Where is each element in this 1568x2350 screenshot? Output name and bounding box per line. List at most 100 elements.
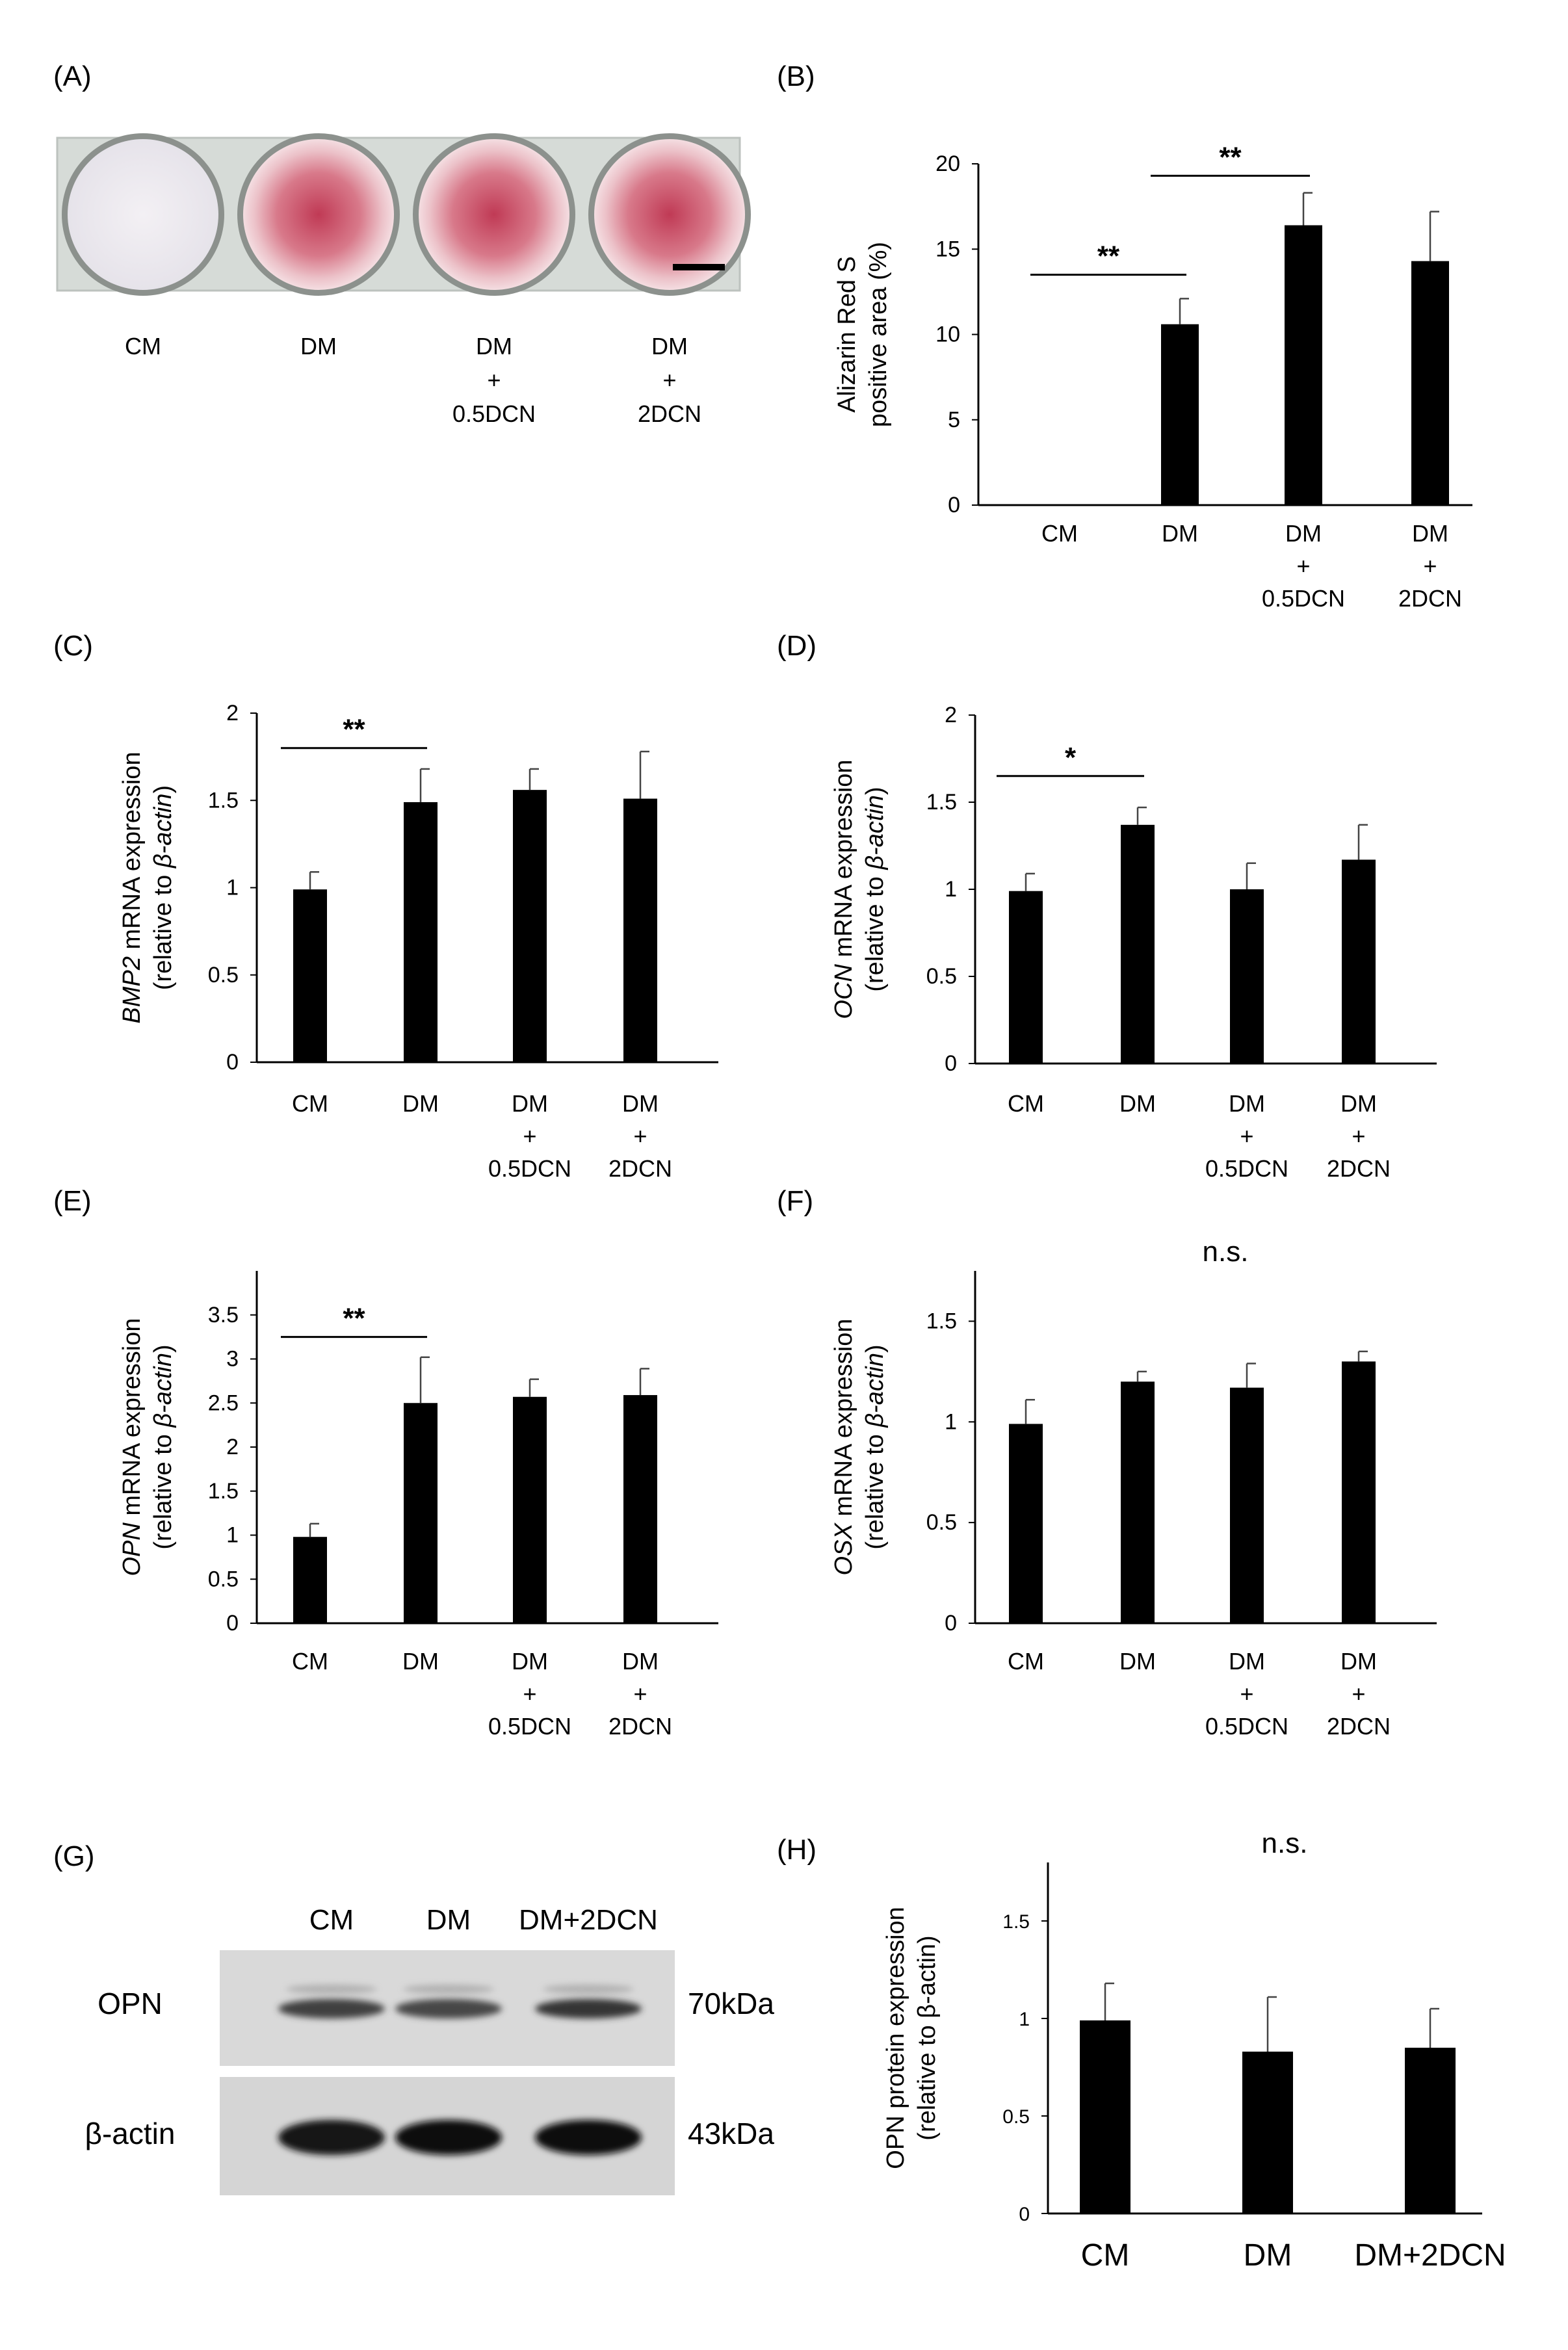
y-tick-label: 1.5 — [208, 1479, 239, 1504]
y-tick-label: 0.5 — [208, 1567, 239, 1591]
panel-d-chart: (D) 0 0.5 1 1.5 2 CM DM DM +0.5DCN DM +2DCN * OCN mRN… — [777, 630, 1437, 1182]
blot-lane-label: DM+2DCN — [519, 1904, 658, 1936]
y-axis-label-line: Alizarin Red S — [833, 256, 861, 413]
well-label-text: 2DCN — [638, 400, 701, 427]
bar — [1161, 324, 1199, 505]
x-tick-label: DM — [1244, 2238, 1292, 2273]
x-tick-label: CM — [292, 1648, 328, 1675]
bar — [1285, 225, 1322, 505]
x-tick-label: + — [1423, 553, 1437, 579]
x-tick-label: DM — [402, 1648, 439, 1675]
y-axis-label-line: (relative to β-actin) — [150, 1344, 177, 1549]
y-axis-label-segment: (relative to — [861, 1428, 889, 1550]
y-axis-label: OPN protein expression (relative to β-act… — [882, 1907, 941, 2169]
x-tick-label: DM — [402, 1090, 439, 1117]
y-tick-label: 0 — [1019, 2204, 1030, 2225]
x-tick-label: DM — [1119, 1648, 1156, 1675]
y-axis-label: BMP2 mRNA expression (relative to β-actin… — [118, 751, 177, 1023]
x-tick-label: + — [1352, 1680, 1365, 1707]
y-tick-label: 0 — [945, 1611, 957, 1636]
y-axis-label-segment: OCN — [830, 964, 857, 1019]
x-tick-label: DM — [1162, 520, 1198, 547]
y-axis-label-segment: (relative to β-actin) — [913, 1935, 941, 2140]
y-tick-label: 0.5 — [208, 963, 239, 987]
blot-row-size: 43kDa — [688, 2117, 774, 2150]
y-axis-label-segment: mRNA expression — [118, 1318, 146, 1522]
y-axis-label: OCN mRNA expression (relative to β-actin) — [830, 759, 889, 1019]
panel-e-letter: (E) — [53, 1185, 92, 1217]
x-tick-label: DM — [1340, 1648, 1377, 1675]
x-tick-label: DM — [1412, 520, 1448, 547]
scale-bar — [673, 264, 725, 270]
x-tick-label: 0.5DCN — [1205, 1713, 1288, 1740]
panel-h-letter: (H) — [777, 1834, 817, 1866]
x-tick-label: + — [523, 1680, 536, 1707]
y-tick-label: 0.5 — [926, 1510, 957, 1535]
x-tick-label: DM — [1340, 1090, 1377, 1117]
x-tick-label: 2DCN — [1327, 1713, 1391, 1740]
bar — [293, 1537, 327, 1623]
bar — [513, 790, 547, 1062]
y-axis-label-segment: BMP2 — [118, 956, 146, 1023]
x-tick-label: DM — [512, 1648, 548, 1675]
y-tick-label: 1 — [1019, 2009, 1030, 2030]
bar — [1230, 889, 1264, 1064]
y-axis-label-segment: mRNA expression — [830, 1319, 857, 1524]
blot-band — [278, 2120, 385, 2155]
significance-label: ** — [343, 1303, 365, 1335]
panel-b-letter: (B) — [777, 60, 815, 92]
bar — [1009, 1424, 1043, 1623]
bar — [1411, 261, 1449, 505]
bar — [1342, 1361, 1376, 1623]
x-tick-label: DM — [1229, 1090, 1265, 1117]
bar — [513, 1396, 547, 1623]
y-axis-label-line: BMP2 mRNA expression — [118, 751, 146, 1023]
y-axis-label-segment: ) — [150, 1344, 177, 1353]
blot-row-name: OPN — [98, 1987, 163, 2020]
x-tick-label: CM — [292, 1090, 328, 1117]
y-tick-label: 0 — [945, 1051, 957, 1076]
y-axis-label-segment: ) — [861, 787, 889, 795]
y-tick-label: 10 — [935, 322, 960, 347]
panel-g-letter: (G) — [53, 1840, 95, 1872]
y-axis-label-segment: ) — [150, 785, 177, 794]
blot-row-name: β-actin — [85, 2117, 176, 2150]
y-axis-label-segment: ) — [861, 1344, 889, 1353]
y-axis-label-line: (relative to β-actin) — [861, 787, 889, 991]
panel-b-chart: (B) 0 5 10 15 20 CM DM DM +0.5DCN DM +2DCN ** ** Aliza… — [777, 60, 1472, 612]
y-axis-label-line: OPN mRNA expression — [118, 1318, 146, 1576]
blot-band-faint — [286, 1985, 377, 1994]
blot-row-size: 70kDa — [688, 1987, 774, 2020]
y-axis-label-segment: positive area (%) — [865, 242, 892, 427]
y-tick-label: 0 — [226, 1050, 239, 1075]
x-tick-label: + — [1296, 553, 1310, 579]
y-axis-label-segment: (relative to — [150, 1428, 177, 1550]
x-tick-label: DM — [1119, 1090, 1156, 1117]
x-tick-label: DM — [622, 1090, 659, 1117]
blot-lane-label: CM — [309, 1904, 354, 1936]
bar — [1405, 2048, 1456, 2213]
well-label-text: + — [662, 367, 676, 393]
y-tick-label: 0 — [226, 1611, 239, 1636]
panel-h-chart: (H) 0 0.5 1 1.5 CM DM DM+2DCN n.s. OPN protein ex… — [777, 1827, 1506, 2273]
x-tick-label: 0.5DCN — [1262, 585, 1345, 612]
panel-a-letter: (A) — [53, 60, 92, 92]
y-axis-label-segment: (relative to — [150, 868, 177, 990]
x-tick-label: + — [633, 1680, 647, 1707]
bar — [1242, 2052, 1293, 2213]
well-4 — [594, 139, 745, 290]
y-tick-label: 1.5 — [208, 788, 239, 813]
y-axis-label-line: (relative to β-actin) — [150, 785, 177, 990]
y-tick-label: 2 — [226, 1435, 239, 1459]
y-tick-label: 20 — [935, 151, 960, 176]
y-axis-label-segment: Alizarin Red S — [833, 256, 861, 413]
x-tick-label: 0.5DCN — [1205, 1155, 1288, 1182]
y-axis-label-line: OPN protein expression — [882, 1907, 909, 2169]
panel-c-letter: (C) — [53, 630, 93, 662]
bar — [1009, 891, 1043, 1064]
bar — [623, 798, 657, 1062]
bar — [1230, 1387, 1264, 1623]
significance-label: ** — [343, 714, 365, 746]
y-tick-label: 1 — [226, 1523, 239, 1548]
